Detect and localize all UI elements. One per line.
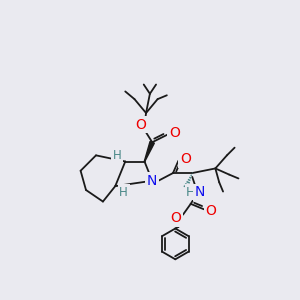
Text: N: N [147, 174, 158, 188]
Text: O: O [171, 212, 182, 226]
Text: H: H [186, 186, 195, 199]
Text: O: O [135, 118, 146, 131]
Text: H: H [112, 149, 121, 162]
Text: H: H [119, 186, 128, 199]
Polygon shape [144, 141, 154, 162]
Text: O: O [169, 126, 180, 140]
Text: O: O [205, 204, 216, 218]
Text: O: O [180, 152, 191, 166]
Text: N: N [195, 185, 205, 199]
